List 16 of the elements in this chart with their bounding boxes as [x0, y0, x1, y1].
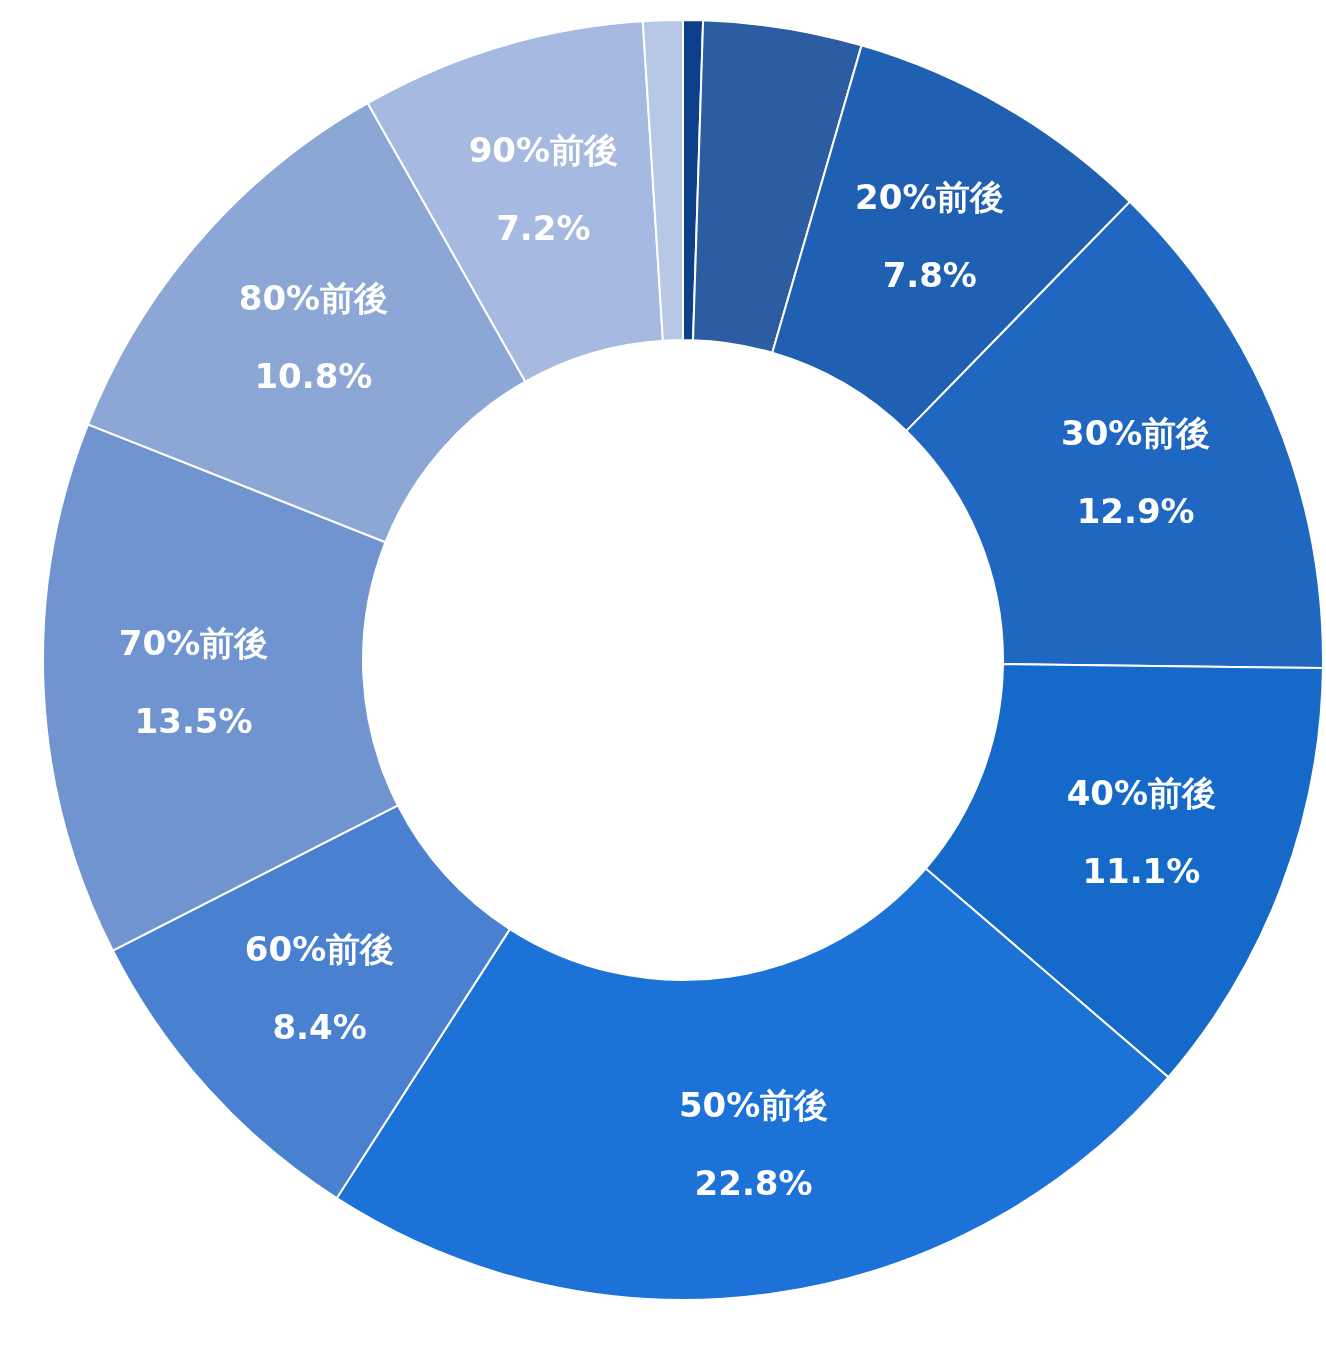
- data-label: 12.9%: [1076, 490, 1195, 531]
- data-label: 10.8%: [254, 356, 373, 397]
- data-label: 7.2%: [496, 208, 591, 249]
- slice-label: 90%前後: [468, 130, 619, 171]
- slice-label: 70%前後: [118, 623, 269, 664]
- data-label: 11.1%: [1082, 851, 1201, 892]
- slice-label: 40%前後: [1066, 773, 1217, 814]
- data-label: 7.8%: [882, 254, 977, 295]
- data-label: 13.5%: [134, 701, 253, 742]
- slice-label: 80%前後: [238, 278, 389, 319]
- data-label: 22.8%: [694, 1162, 813, 1203]
- data-label: 8.4%: [272, 1006, 367, 1047]
- slice-label: 50%前後: [678, 1084, 829, 1125]
- slice-label: 20%前後: [855, 176, 1005, 217]
- slice-label: 60%前後: [244, 928, 395, 969]
- slice-label: 30%前後: [1061, 412, 1211, 453]
